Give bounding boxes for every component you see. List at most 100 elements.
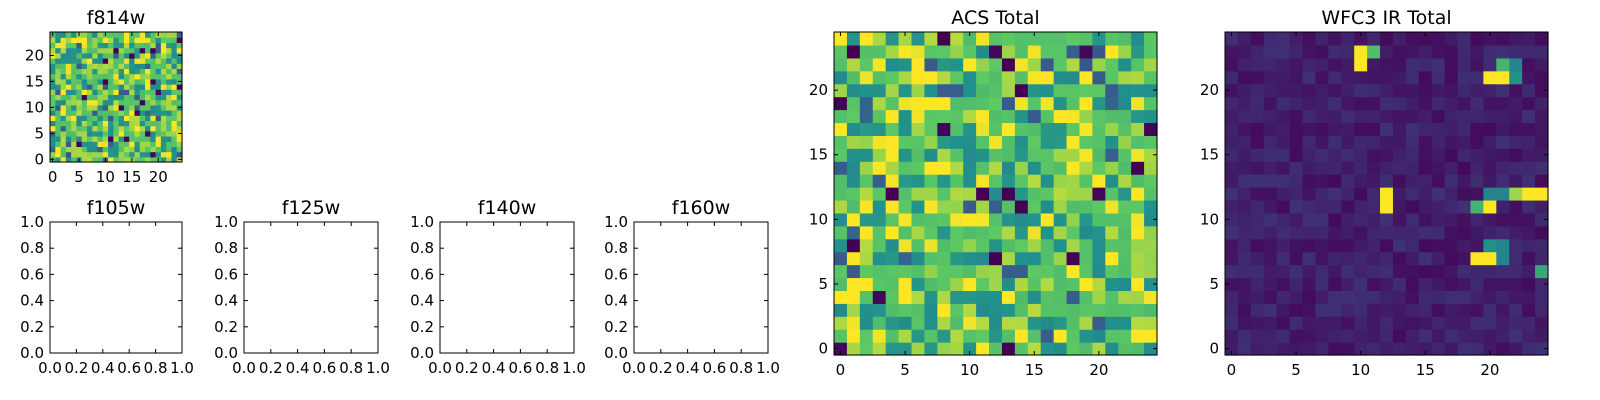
heatmap-cell: [1014, 32, 1029, 46]
heatmap-cell: [989, 290, 1003, 304]
heatmap-cell: [1418, 57, 1433, 72]
heatmap-cell: [1027, 303, 1042, 317]
heatmap-cell: [872, 187, 887, 201]
heatmap-cell: [1250, 44, 1265, 59]
heatmap-cell: [963, 251, 977, 266]
heatmap-cell: [1328, 251, 1342, 266]
heatmap-cell: [1496, 187, 1510, 201]
heatmap-cell: [885, 277, 900, 291]
heatmap-cell: [846, 238, 861, 253]
heatmap-cell: [1118, 70, 1132, 85]
heatmap-cell: [1328, 32, 1342, 46]
heatmap-cell: [1444, 199, 1459, 214]
x-tick-label: 10: [96, 168, 115, 186]
heatmap-cell: [108, 68, 114, 75]
heatmap-cell: [92, 73, 99, 80]
heatmap-cell: [86, 52, 93, 59]
heatmap-cell: [1053, 161, 1068, 175]
heatmap-cell: [846, 57, 861, 72]
heatmap-cell: [1418, 135, 1433, 149]
heatmap-cell: [1053, 212, 1068, 227]
heatmap-cell: [976, 122, 990, 136]
heatmap-cell: [1250, 148, 1265, 162]
heatmap-cell: [81, 125, 88, 132]
heatmap-cell: [1522, 83, 1536, 98]
heatmap-cell: [97, 63, 104, 69]
heatmap-cell: [1315, 174, 1329, 188]
heatmap-cell: [1079, 251, 1093, 266]
heatmap-cell: [1328, 57, 1342, 72]
heatmap-cell: [963, 316, 977, 330]
heatmap-cell: [1105, 148, 1119, 162]
heatmap-cell: [976, 251, 990, 266]
heatmap-cell: [1535, 199, 1549, 214]
heatmap-cell: [1431, 199, 1446, 214]
heatmap-cell: [1522, 199, 1536, 214]
heatmap-cell: [1496, 122, 1510, 136]
heatmap-cell: [118, 47, 125, 54]
heatmap-cell: [150, 156, 157, 163]
heatmap-cell: [872, 174, 887, 188]
heatmap-cell: [989, 212, 1003, 227]
heatmap-cell: [1431, 290, 1446, 304]
heatmap-cell: [1014, 342, 1029, 356]
heatmap-cell: [113, 156, 120, 163]
heatmap-cell: [1341, 212, 1355, 227]
heatmap-cell: [1328, 83, 1342, 98]
heatmap-cell: [1328, 199, 1342, 214]
heatmap-cell: [1367, 251, 1381, 266]
heatmap-cell: [1315, 199, 1329, 214]
heatmap-cell: [1328, 264, 1342, 279]
heatmap-cell: [1522, 135, 1536, 149]
x-tick-label: 10: [960, 361, 979, 379]
heatmap-cell: [1302, 122, 1317, 136]
heatmap-cell: [1418, 290, 1433, 304]
heatmap-cell: [81, 78, 88, 85]
heatmap-cell: [1535, 83, 1549, 98]
heatmap-cell: [1380, 251, 1394, 266]
heatmap-cell: [885, 135, 900, 149]
heatmap-cell: [1079, 135, 1093, 149]
heatmap-cell: [1470, 290, 1484, 304]
heatmap-cell: [1444, 70, 1459, 85]
heatmap-cell: [1263, 277, 1278, 291]
heatmap-cell: [92, 89, 99, 95]
heatmap-cell: [1040, 83, 1055, 98]
heatmap-cell: [145, 47, 151, 54]
y-tick-label: 0.4: [20, 292, 44, 310]
heatmap-cell: [911, 174, 926, 188]
heatmap-cell: [1315, 316, 1329, 330]
heatmap-cell: [134, 94, 141, 101]
heatmap-cell: [1496, 199, 1510, 214]
heatmap-cell: [1276, 316, 1291, 330]
heatmap-cell: [60, 42, 67, 49]
heatmap-cell: [50, 125, 56, 132]
heatmap-cell: [1302, 148, 1317, 162]
heatmap-cell: [134, 110, 141, 116]
heatmap-cell: [1014, 199, 1029, 214]
heatmap-cell: [846, 83, 861, 98]
heatmap-cell: [81, 32, 88, 38]
x-tick-label: 1.0: [562, 359, 586, 377]
heatmap-cell: [1431, 264, 1446, 279]
heatmap-cell: [160, 156, 167, 163]
x-tick-label: 0.8: [729, 359, 753, 377]
heatmap-cell: [1237, 264, 1252, 279]
heatmap-cell: [834, 303, 848, 317]
heatmap-cell: [911, 251, 926, 266]
heatmap-cell: [1276, 122, 1291, 136]
heatmap-cell: [150, 73, 157, 80]
heatmap-cell: [1014, 135, 1029, 149]
heatmap-cell: [129, 68, 136, 75]
heatmap-cell: [71, 73, 77, 80]
heatmap-cell: [1144, 122, 1158, 136]
heatmap-cell: [134, 130, 141, 137]
heatmap-cell: [989, 251, 1003, 266]
heatmap-cell: [1027, 342, 1042, 356]
heatmap-cell: [872, 316, 887, 330]
heatmap-cell: [60, 104, 67, 111]
heatmap-cell: [872, 225, 887, 240]
heatmap-cell: [145, 141, 151, 147]
heatmap-cell: [118, 89, 125, 95]
